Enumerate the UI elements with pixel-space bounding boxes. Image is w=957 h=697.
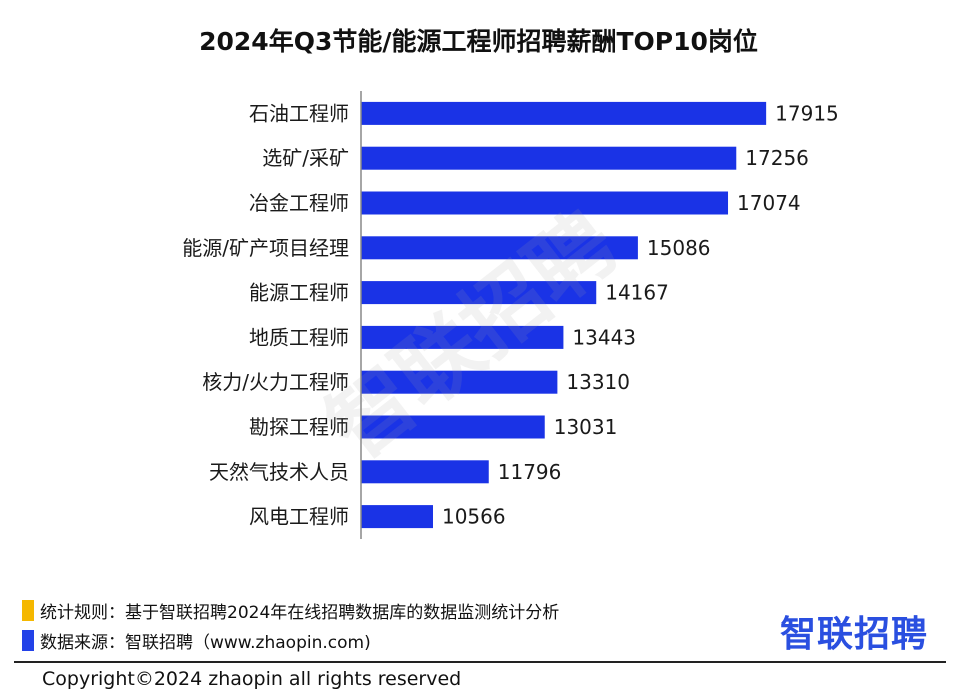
copyright-text: Copyright©2024 zhaopin all rights reserv… bbox=[42, 668, 462, 690]
category-label: 石油工程师 bbox=[249, 101, 349, 125]
category-label: 冶金工程师 bbox=[249, 191, 349, 215]
note-stat-rule: 统计规则：基于智联招聘2024年在线招聘数据库的数据监测统计分析 bbox=[22, 595, 559, 625]
value-label: 15086 bbox=[647, 236, 711, 260]
value-label: 17915 bbox=[775, 101, 839, 125]
category-label: 能源/矿产项目经理 bbox=[182, 236, 349, 260]
category-label: 核力/火力工程师 bbox=[202, 370, 349, 394]
note-swatch-yellow bbox=[22, 599, 34, 621]
note-data-source: 数据来源：智联招聘（www.zhaopin.com) bbox=[22, 625, 559, 655]
value-label: 10566 bbox=[442, 505, 506, 529]
bar-chart: 石油工程师 17915 选矿/采矿 17256 冶金工程师 17074 能源/矿产项目经理 1… bbox=[182, 91, 839, 539]
bar bbox=[361, 460, 489, 484]
category-label: 天然气技术人员 bbox=[209, 460, 349, 484]
value-label: 17256 bbox=[745, 146, 809, 170]
chart-notes: 统计规则：基于智联招聘2024年在线招聘数据库的数据监测统计分析 数据来源：智联… bbox=[22, 595, 559, 655]
value-label: 17074 bbox=[737, 191, 801, 215]
category-label: 地质工程师 bbox=[249, 325, 349, 349]
value-label: 14167 bbox=[605, 281, 669, 305]
category-label: 选矿/采矿 bbox=[262, 146, 349, 170]
footer-divider bbox=[14, 661, 946, 663]
category-label: 能源工程师 bbox=[249, 281, 349, 305]
bar bbox=[361, 370, 558, 394]
note-stat-rule-text: 统计规则：基于智联招聘2024年在线招聘数据库的数据监测统计分析 bbox=[40, 602, 560, 623]
category-label: 风电工程师 bbox=[249, 505, 349, 529]
bar bbox=[361, 325, 564, 349]
bar bbox=[361, 146, 737, 170]
note-data-source-text: 数据来源：智联招聘（www.zhaopin.com) bbox=[40, 632, 371, 653]
bar bbox=[361, 191, 729, 215]
value-label: 11796 bbox=[498, 460, 562, 484]
chart-title: 2024年Q3节能/能源工程师招聘薪酬TOP10岗位 bbox=[199, 27, 758, 56]
category-label: 勘探工程师 bbox=[249, 415, 349, 439]
bar bbox=[361, 101, 767, 125]
value-label: 13031 bbox=[554, 415, 618, 439]
bar bbox=[361, 415, 545, 439]
bar bbox=[361, 281, 597, 305]
bars-group: 石油工程师 17915 选矿/采矿 17256 冶金工程师 17074 能源/矿产项目经理 1… bbox=[182, 101, 839, 528]
bar bbox=[361, 236, 638, 260]
note-swatch-blue bbox=[22, 629, 34, 651]
value-label: 13443 bbox=[572, 325, 636, 349]
bar bbox=[361, 505, 433, 529]
value-label: 13310 bbox=[566, 370, 630, 394]
zhaopin-logo: 智联招聘 bbox=[780, 614, 929, 655]
